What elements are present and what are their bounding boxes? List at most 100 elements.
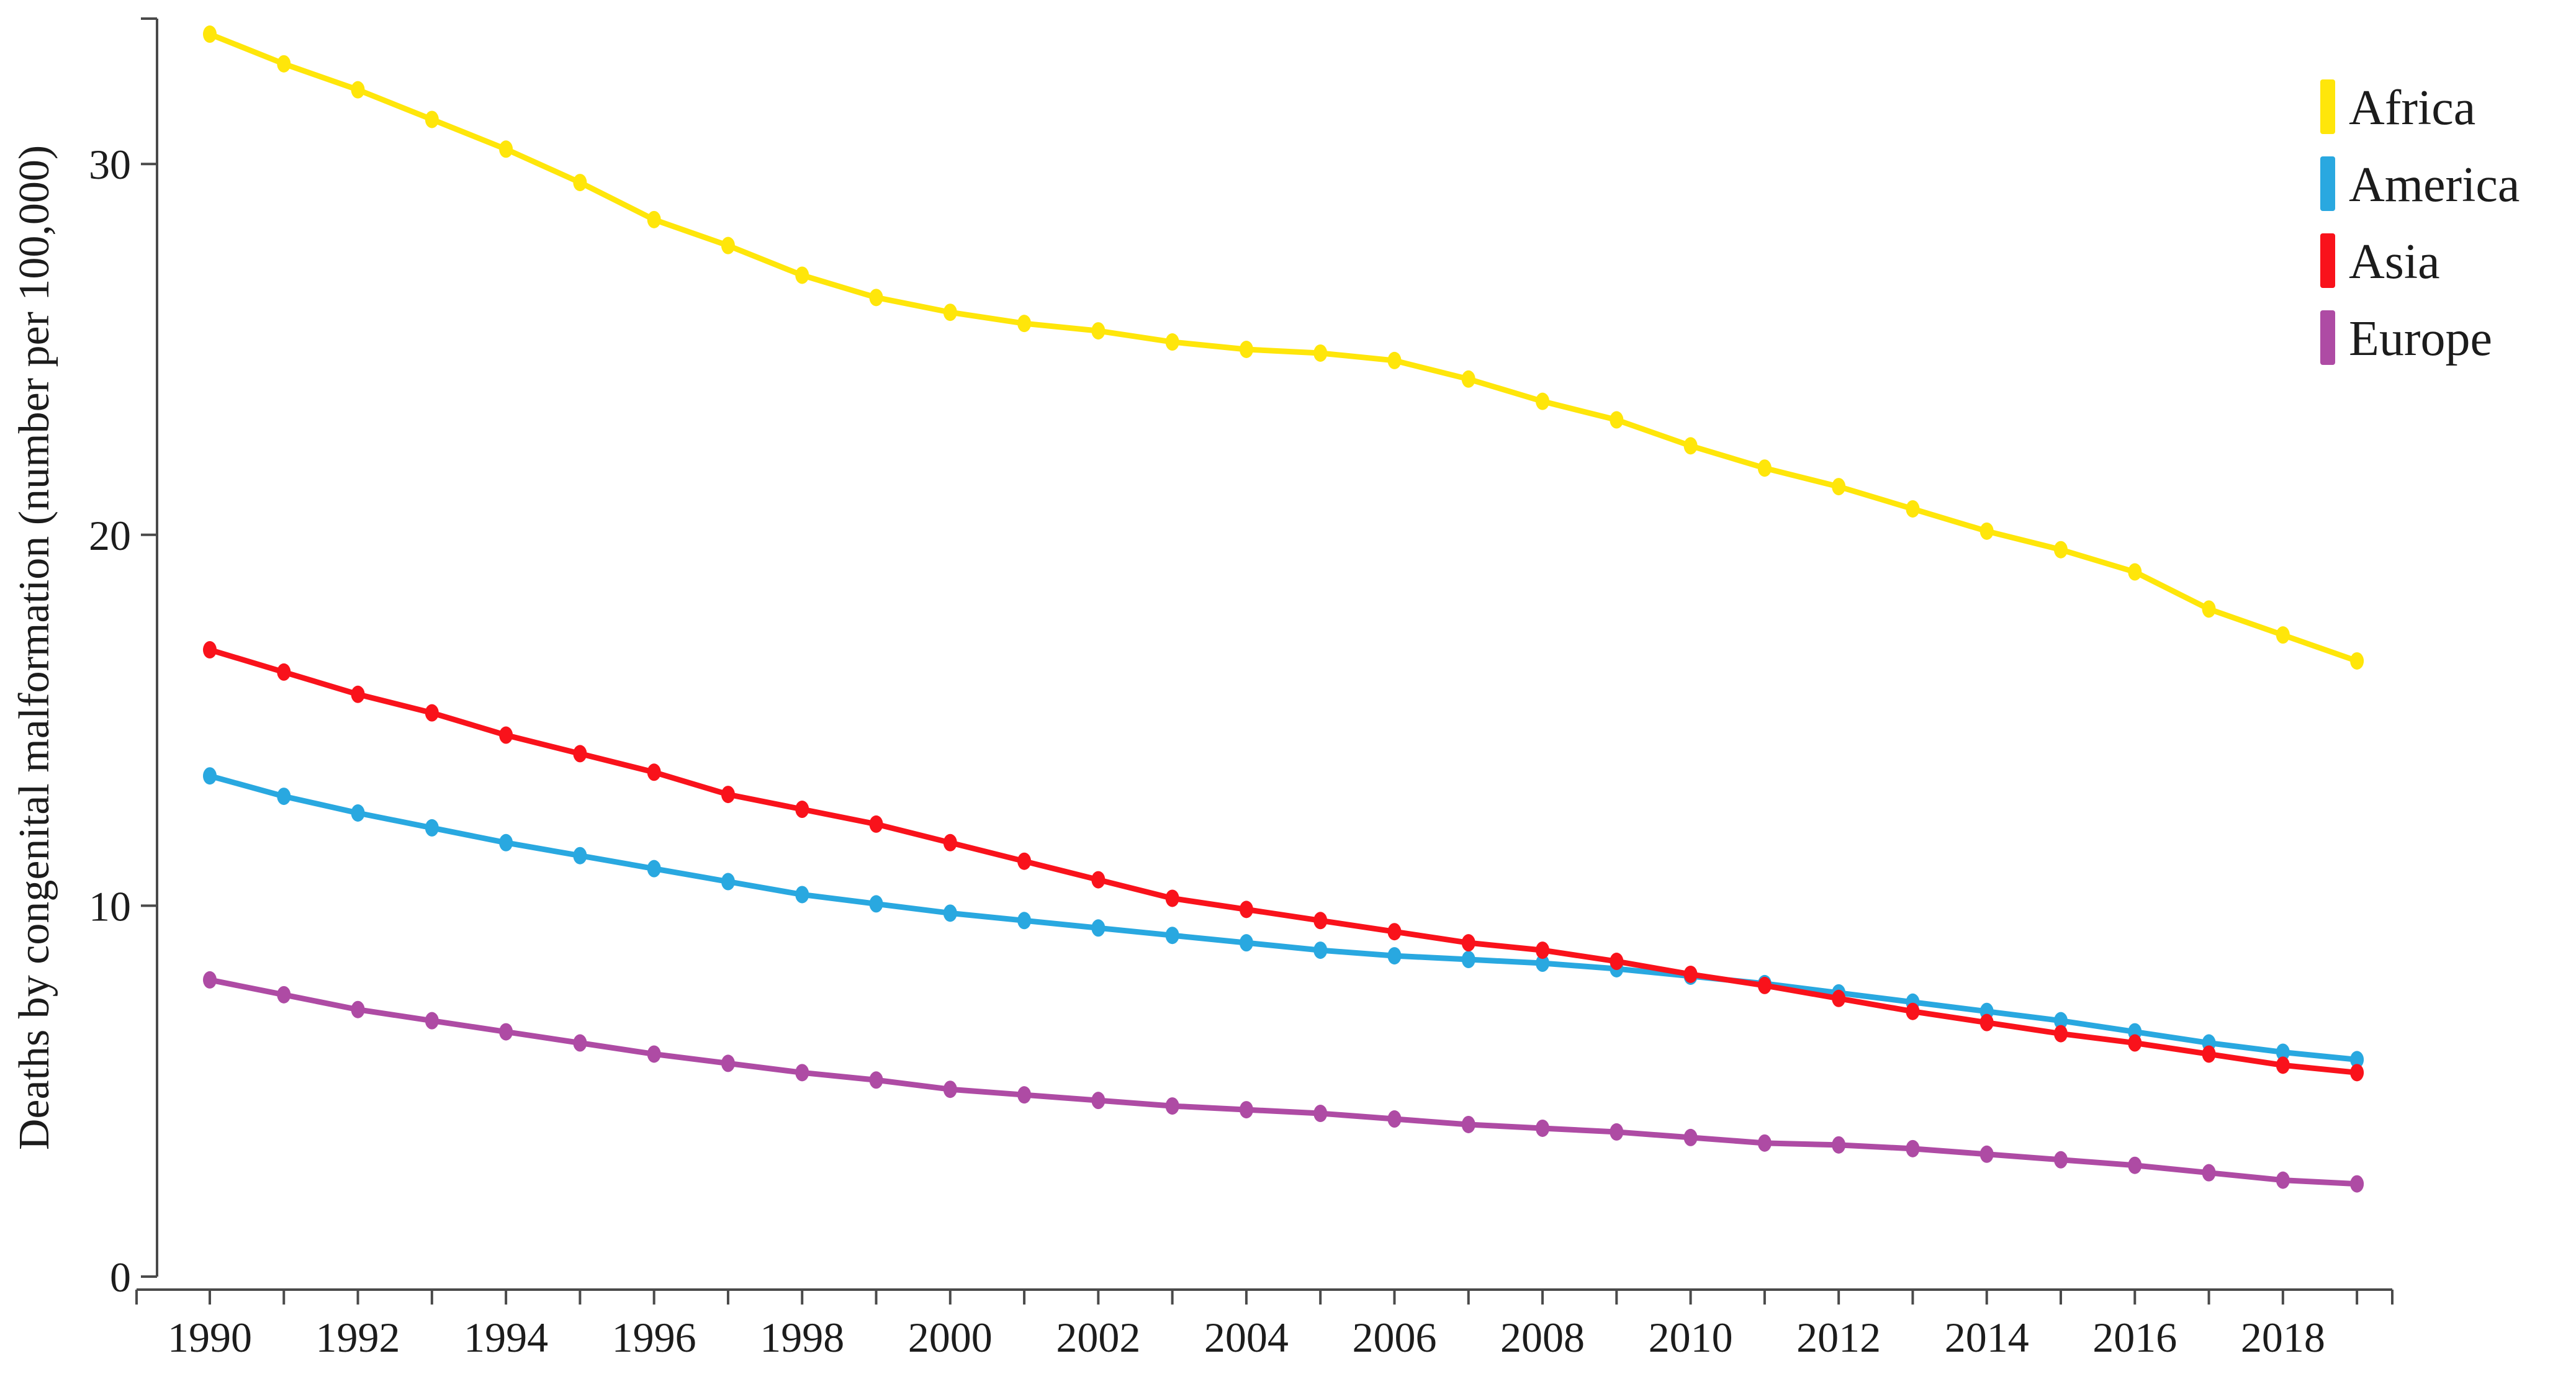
data-point-asia (1165, 889, 1179, 907)
data-point-africa (425, 110, 439, 128)
data-point-asia (1461, 934, 1475, 952)
data-point-asia (1906, 1002, 1920, 1020)
x-tick-label: 1990 (168, 1314, 252, 1361)
series-line-america (207, 773, 2360, 1062)
data-point-africa (1461, 370, 1475, 388)
data-point-asia (277, 663, 291, 681)
data-point-america (1387, 947, 1402, 965)
x-tick-label: 1996 (612, 1314, 696, 1361)
series-line-asia (207, 647, 2360, 1076)
data-point-europe (1906, 1139, 1920, 1157)
data-point-africa (1017, 315, 1032, 333)
data-point-africa (2054, 541, 2068, 559)
data-point-asia (1387, 923, 1402, 941)
data-point-asia (1017, 852, 1032, 870)
data-point-america (1461, 951, 1475, 969)
data-point-europe (2054, 1151, 2068, 1169)
y-tick-label: 10 (89, 883, 131, 930)
data-point-africa (1091, 322, 1106, 340)
data-point-europe (1313, 1105, 1328, 1123)
x-tick-label: 2004 (1204, 1314, 1289, 1361)
data-point-europe (1683, 1128, 1698, 1146)
x-tick-label: 2018 (2241, 1314, 2325, 1361)
legend-label-africa: Africa (2349, 81, 2475, 135)
data-point-africa (1313, 344, 1328, 362)
data-point-america (1536, 955, 1550, 972)
y-tick-label: 30 (89, 141, 131, 188)
data-point-america (1091, 919, 1106, 937)
y-axis-title: Deaths by congenital malformation (numbe… (11, 145, 58, 1150)
data-point-africa (1757, 459, 1772, 477)
data-point-africa (1165, 333, 1179, 351)
data-point-africa (573, 174, 587, 192)
data-point-asia (795, 801, 809, 819)
data-point-america (499, 833, 513, 851)
data-point-asia (499, 726, 513, 744)
data-point-europe (1165, 1097, 1179, 1115)
data-point-europe (499, 1023, 513, 1041)
data-point-asia (1239, 901, 1253, 919)
data-point-africa (1387, 351, 1402, 369)
y-tick-label: 20 (89, 512, 131, 559)
data-point-europe (1536, 1119, 1550, 1137)
data-point-america (1165, 927, 1179, 945)
data-point-america (2350, 1051, 2364, 1069)
data-point-asia (1091, 871, 1106, 889)
legend-label-america: America (2349, 158, 2520, 212)
data-point-africa (1536, 392, 1550, 410)
data-point-africa (869, 289, 883, 307)
data-point-asia (2128, 1034, 2142, 1052)
series-line-europe (207, 977, 2360, 1187)
data-point-africa (499, 140, 513, 158)
x-tick-label: 2000 (908, 1314, 993, 1361)
data-point-asia (1832, 989, 1846, 1007)
data-point-asia (351, 685, 365, 703)
x-tick-label: 2014 (1945, 1314, 2029, 1361)
data-point-asia (647, 763, 661, 781)
data-point-asia (2202, 1045, 2216, 1063)
data-point-america (203, 767, 217, 785)
x-tick-label: 2006 (1352, 1314, 1436, 1361)
data-point-africa (2202, 600, 2216, 618)
data-point-america (721, 873, 735, 891)
data-point-europe (2128, 1156, 2142, 1174)
data-point-asia (1610, 953, 1624, 971)
data-point-africa (351, 81, 365, 99)
data-point-africa (1906, 500, 1920, 518)
data-point-asia (1757, 976, 1772, 994)
x-tick-label: 1992 (316, 1314, 400, 1361)
data-point-europe (425, 1012, 439, 1030)
data-point-asia (2054, 1025, 2068, 1043)
data-point-america (869, 895, 883, 913)
legend-swatch-america (2320, 156, 2335, 211)
data-point-america (2054, 1012, 2068, 1030)
x-tick-label: 2002 (1056, 1314, 1140, 1361)
series-line-africa (207, 31, 2360, 664)
data-point-africa (2128, 563, 2142, 581)
y-tick-label: 0 (110, 1254, 131, 1301)
data-point-europe (277, 986, 291, 1004)
data-point-africa (1610, 411, 1624, 429)
data-point-asia (573, 745, 587, 763)
data-point-europe (1832, 1136, 1846, 1154)
data-point-africa (2350, 652, 2364, 670)
data-point-europe (2350, 1175, 2364, 1193)
data-point-asia (2276, 1056, 2290, 1074)
data-point-europe (647, 1045, 661, 1063)
data-point-europe (2276, 1171, 2290, 1189)
data-point-asia (1683, 965, 1698, 983)
data-point-europe (203, 971, 217, 989)
data-point-europe (1239, 1101, 1253, 1119)
data-point-asia (2350, 1064, 2364, 1082)
data-point-asia (721, 786, 735, 804)
data-point-europe (351, 1000, 365, 1018)
data-point-africa (2276, 626, 2290, 644)
data-point-asia (1313, 912, 1328, 930)
data-point-africa (203, 25, 217, 43)
data-point-europe (795, 1064, 809, 1082)
x-tick-label: 1994 (464, 1314, 548, 1361)
legend-label-asia: Asia (2349, 235, 2440, 289)
x-tick-label: 2010 (1649, 1314, 1733, 1361)
